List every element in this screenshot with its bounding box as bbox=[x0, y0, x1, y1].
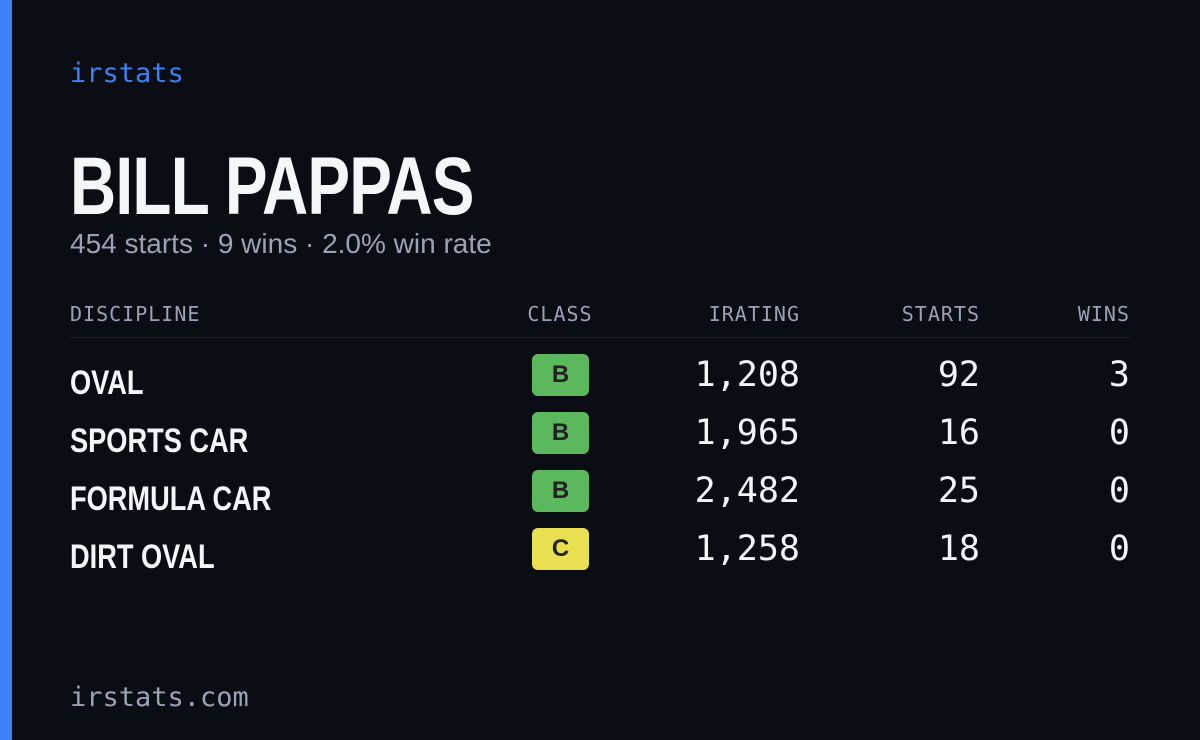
class-badge: C bbox=[532, 528, 589, 570]
irating: 2,482 bbox=[694, 471, 800, 511]
starts: 92 bbox=[937, 355, 980, 395]
discipline: FORMULA CAR bbox=[70, 480, 272, 518]
irating: 1,208 bbox=[694, 355, 800, 395]
footer: irstats.com bbox=[70, 682, 249, 713]
wins: 0 bbox=[1108, 471, 1130, 511]
accent-bar bbox=[0, 0, 12, 740]
column-header: IRATING bbox=[708, 302, 800, 326]
class-badge: B bbox=[532, 412, 589, 454]
header-rule bbox=[70, 337, 1130, 338]
class-badge: B bbox=[532, 354, 589, 396]
player-name: BILL PAPPAS bbox=[70, 141, 474, 232]
irating: 1,258 bbox=[694, 529, 800, 569]
discipline: OVAL bbox=[70, 364, 144, 402]
column-header: STARTS bbox=[901, 302, 980, 326]
wins: 0 bbox=[1108, 529, 1130, 569]
starts: 18 bbox=[937, 529, 980, 569]
column-header: DISCIPLINE bbox=[70, 302, 201, 326]
irating: 1,965 bbox=[694, 413, 800, 453]
column-header: WINS bbox=[1077, 302, 1130, 326]
class-badge: B bbox=[532, 470, 589, 512]
summary: 454 starts · 9 wins · 2.0% win rate bbox=[70, 228, 492, 259]
wins: 3 bbox=[1108, 355, 1130, 395]
wins: 0 bbox=[1108, 413, 1130, 453]
discipline: DIRT OVAL bbox=[70, 538, 215, 576]
starts: 25 bbox=[937, 471, 980, 511]
discipline: SPORTS CAR bbox=[70, 422, 249, 460]
column-header: CLASS bbox=[527, 302, 593, 326]
brand: irstats bbox=[70, 58, 184, 89]
starts: 16 bbox=[937, 413, 980, 453]
